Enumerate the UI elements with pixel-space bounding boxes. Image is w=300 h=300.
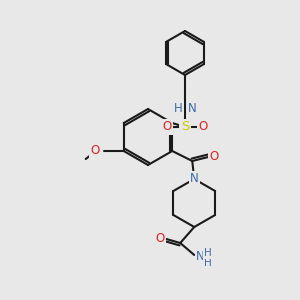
Text: O: O [91,145,100,158]
Text: N: N [190,172,199,185]
Text: O: O [198,121,208,134]
Text: S: S [181,121,189,134]
Text: O: O [162,121,172,134]
Text: N: N [196,250,205,263]
Text: H: H [204,258,212,268]
Text: O: O [156,232,165,245]
Text: N: N [188,101,197,115]
Text: H: H [174,101,183,115]
Text: O: O [210,151,219,164]
Text: H: H [204,248,212,258]
